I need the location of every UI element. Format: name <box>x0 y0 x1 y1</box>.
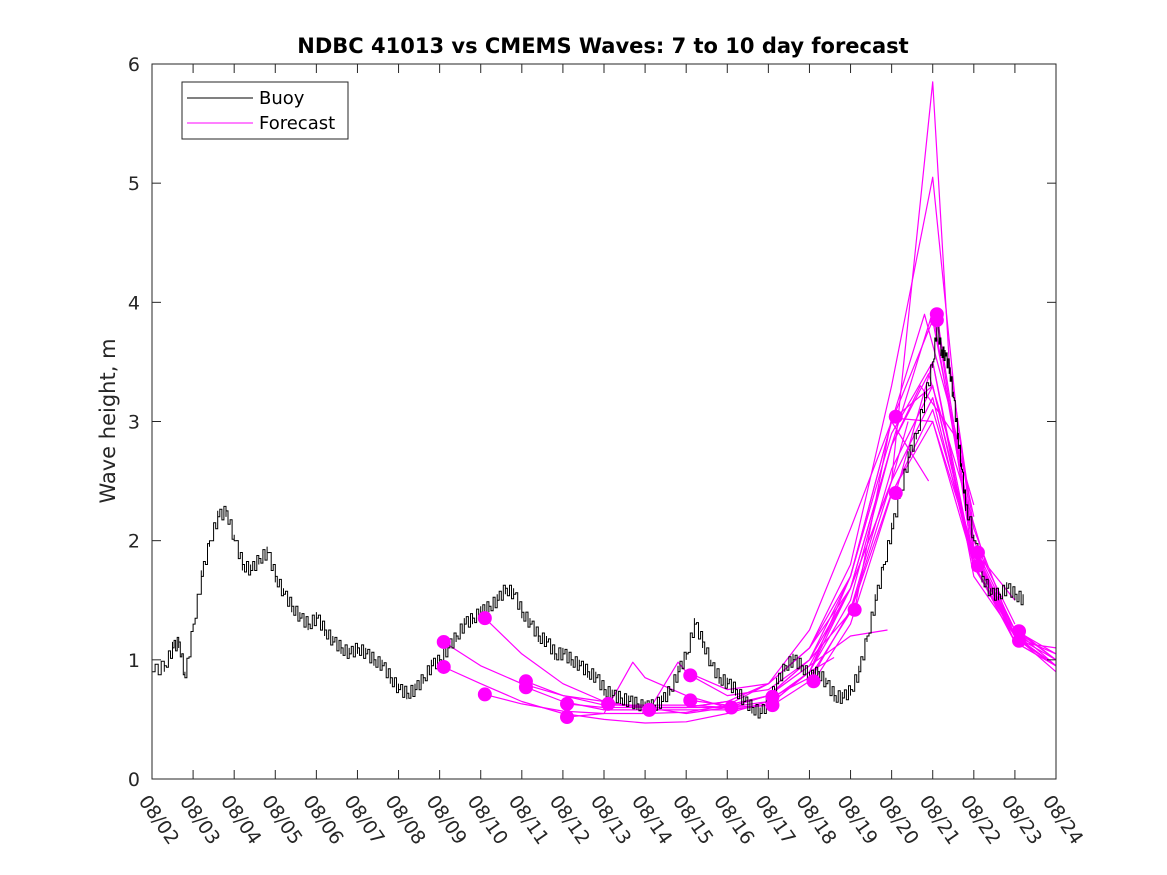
forecast-start-marker <box>560 696 575 711</box>
y-tick-label: 1 <box>128 650 140 672</box>
forecast-start-marker <box>1012 633 1027 648</box>
legend-forecast-label: Forecast <box>259 113 335 134</box>
forecast-start-marker <box>683 693 698 708</box>
legend: Buoy Forecast <box>181 81 349 140</box>
forecast-line <box>608 176 1016 709</box>
y-tick-label: 0 <box>128 769 140 791</box>
forecast-start-marker <box>436 634 451 649</box>
forecast-line <box>895 361 1016 637</box>
forecast-start-marker <box>477 687 492 702</box>
y-axis: 0 1 2 3 4 5 6 <box>128 54 1056 791</box>
forecast-start-marker <box>970 545 985 560</box>
axes-area <box>152 64 1056 779</box>
forecast-start-marker <box>847 602 862 617</box>
forecast-start-marker <box>560 710 575 725</box>
forecast-line <box>1018 640 1057 667</box>
forecast-line <box>1018 630 1057 661</box>
forecast-start-marker <box>765 698 780 713</box>
y-tick-label: 3 <box>128 412 140 434</box>
forecast-start-marker <box>970 558 985 573</box>
forecast-start-marker <box>642 702 657 717</box>
markers-layer <box>436 307 1027 725</box>
forecast-start-marker <box>518 680 533 695</box>
forecast-line <box>484 420 930 715</box>
forecast-start-marker <box>683 668 698 683</box>
y-tick-label: 6 <box>128 54 140 76</box>
y-tick-label: 5 <box>128 173 140 195</box>
chart-title: NDBC 41013 vs CMEMS Waves: 7 to 10 day f… <box>297 34 908 58</box>
y-axis-label: Wave height, m <box>96 338 120 503</box>
legend-box <box>181 81 349 140</box>
y-tick-label: 4 <box>128 292 140 314</box>
forecast-start-marker <box>724 700 739 715</box>
forecast-start-marker <box>929 313 944 328</box>
forecast-line <box>936 320 1057 667</box>
forecast-start-marker <box>436 659 451 674</box>
forecast-start-marker <box>888 486 903 500</box>
forecast-start-marker <box>601 696 616 711</box>
forecast-start-marker <box>888 409 903 424</box>
y-tick-label: 2 <box>128 531 140 553</box>
forecast-start-marker <box>806 674 821 689</box>
legend-buoy-label: Buoy <box>259 88 305 109</box>
forecast-start-marker <box>477 611 492 626</box>
buoy-line <box>152 320 1024 719</box>
